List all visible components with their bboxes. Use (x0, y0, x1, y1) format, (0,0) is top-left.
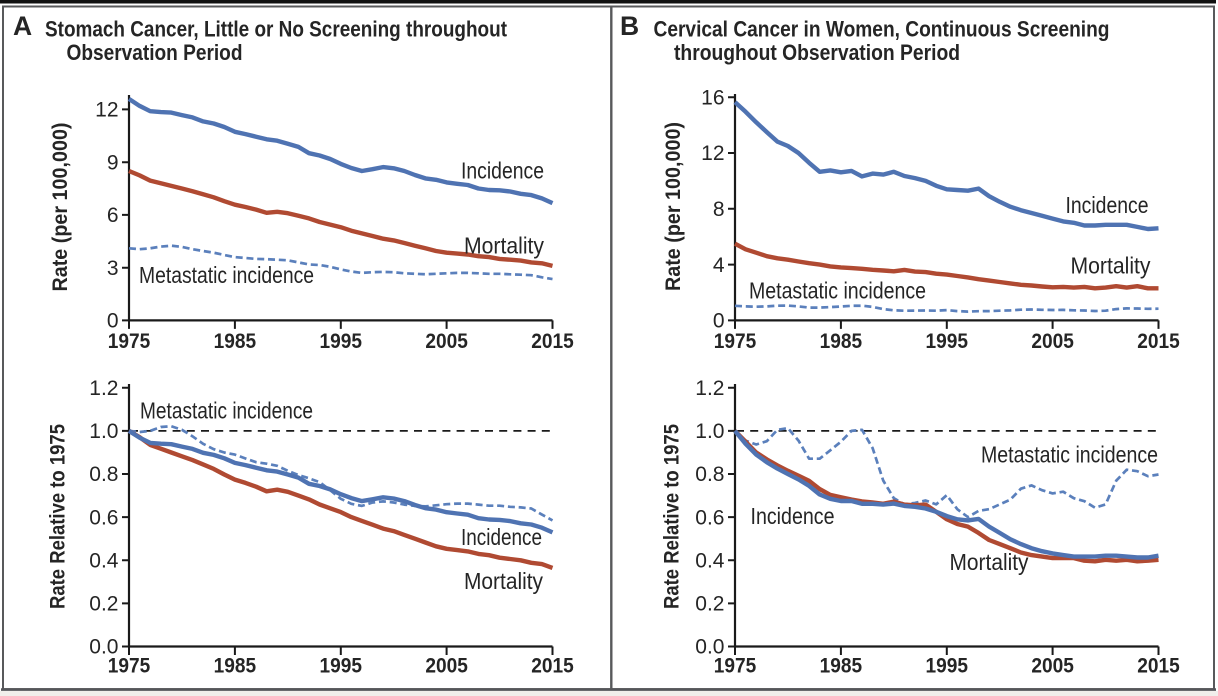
svg-text:3: 3 (107, 257, 119, 280)
svg-text:2005: 2005 (425, 329, 468, 353)
svg-text:0.2: 0.2 (89, 593, 118, 616)
svg-text:Incidence: Incidence (751, 503, 835, 529)
svg-text:1975: 1975 (108, 329, 151, 353)
svg-text:1995: 1995 (320, 329, 363, 353)
svg-text:A: A (13, 11, 32, 41)
svg-text:0.0: 0.0 (695, 636, 724, 659)
svg-text:1995: 1995 (926, 654, 969, 678)
svg-text:B: B (620, 11, 639, 41)
svg-text:1995: 1995 (926, 329, 969, 353)
svg-text:1.0: 1.0 (695, 420, 724, 443)
svg-text:Incidence: Incidence (461, 158, 544, 184)
svg-text:1985: 1985 (820, 654, 863, 678)
svg-text:8: 8 (713, 198, 725, 221)
svg-text:1975: 1975 (714, 654, 757, 678)
svg-text:throughout Observation Period: throughout Observation Period (674, 40, 960, 65)
svg-text:Mortality: Mortality (464, 568, 543, 594)
svg-text:Metastatic incidence: Metastatic incidence (140, 398, 313, 424)
svg-text:Mortality: Mortality (950, 549, 1029, 575)
svg-text:12: 12 (701, 142, 724, 165)
svg-text:1.2: 1.2 (695, 377, 724, 400)
svg-text:Rate Relative to 1975: Rate Relative to 1975 (660, 424, 684, 609)
svg-text:Rate Relative to 1975: Rate Relative to 1975 (46, 424, 70, 609)
svg-text:1975: 1975 (714, 329, 757, 353)
svg-text:0.6: 0.6 (695, 506, 724, 529)
svg-text:2015: 2015 (531, 329, 574, 353)
svg-text:1985: 1985 (214, 329, 257, 353)
svg-text:Mortality: Mortality (464, 233, 544, 259)
svg-text:Incidence: Incidence (1066, 192, 1149, 218)
svg-text:6: 6 (107, 204, 119, 227)
svg-text:1.2: 1.2 (89, 377, 118, 400)
svg-text:0: 0 (713, 310, 725, 333)
svg-text:0.8: 0.8 (89, 463, 118, 486)
svg-text:0.4: 0.4 (695, 550, 725, 573)
svg-text:Mortality: Mortality (1071, 253, 1151, 279)
svg-text:12: 12 (95, 99, 118, 122)
svg-text:16: 16 (701, 86, 724, 109)
svg-text:0.8: 0.8 (695, 463, 724, 486)
svg-text:2005: 2005 (1031, 654, 1074, 678)
svg-text:Observation Period: Observation Period (67, 40, 243, 65)
svg-text:0: 0 (107, 310, 119, 333)
svg-text:1995: 1995 (320, 654, 363, 678)
svg-text:Metastatic incidence: Metastatic incidence (749, 278, 926, 304)
svg-text:2015: 2015 (531, 654, 574, 678)
svg-text:9: 9 (107, 151, 119, 174)
svg-text:2015: 2015 (1137, 654, 1180, 678)
svg-text:0.4: 0.4 (89, 550, 119, 573)
svg-text:1975: 1975 (108, 654, 151, 678)
svg-text:1985: 1985 (820, 329, 863, 353)
svg-text:Rate (per 100,000): Rate (per 100,000) (661, 122, 685, 291)
svg-text:4: 4 (713, 254, 725, 277)
svg-text:1985: 1985 (214, 654, 257, 678)
svg-text:Cervical Cancer in Women, Cont: Cervical Cancer in Women, Continuous Scr… (654, 17, 1110, 42)
svg-text:1.0: 1.0 (89, 420, 118, 443)
svg-text:Rate (per 100,000): Rate (per 100,000) (48, 123, 72, 292)
svg-text:2005: 2005 (425, 654, 468, 678)
svg-text:2015: 2015 (1137, 329, 1180, 353)
svg-text:0.2: 0.2 (695, 593, 724, 616)
svg-text:Metastatic incidence: Metastatic incidence (981, 442, 1158, 468)
svg-text:Incidence: Incidence (461, 524, 542, 550)
svg-text:Metastatic incidence: Metastatic incidence (139, 262, 314, 288)
svg-text:0.0: 0.0 (89, 636, 118, 659)
svg-text:2005: 2005 (1031, 329, 1074, 353)
svg-text:Stomach Cancer, Little or No S: Stomach Cancer, Little or No Screening t… (45, 17, 508, 42)
svg-text:0.6: 0.6 (89, 506, 118, 529)
